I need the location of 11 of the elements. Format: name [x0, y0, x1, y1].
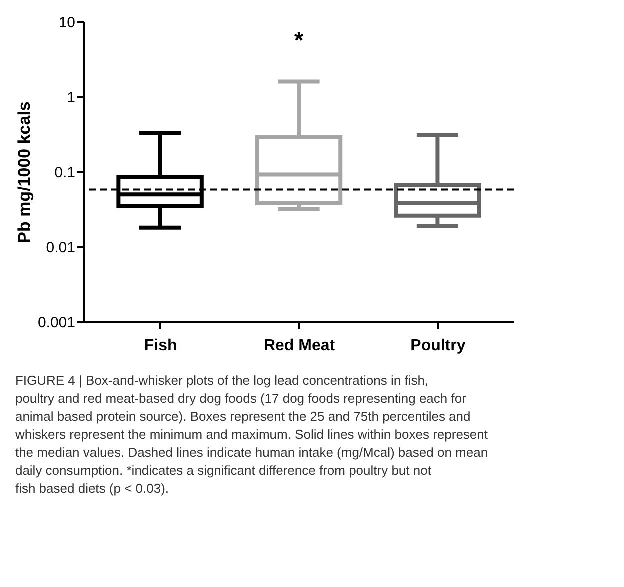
y-tick-label: 10: [58, 14, 76, 32]
caption: FIGURE 4 | Box-and-whisker plots of the log lead concentrations in fish, poultry and red meat-based dry dog foods (17 dog foods representing each for animal based protein source). Boxes represent the 25 and 75th percentiles and whiskers represent the minimum and maximum. Solid lines within boxes represent the median values. Dashed lines indicate human intake (mg/Mcal) based on mean daily consumption. *indicates a significant difference from poultry but not fish based diets (p < 0.03).: [14, 373, 488, 496]
x-tick-label: Fish: [144, 338, 178, 354]
y-tick-label: 0.001: [38, 314, 76, 332]
x-tick-label: Poultry: [410, 338, 466, 354]
y-tick-label: 0.1: [54, 164, 76, 182]
y-tick-label: 1: [67, 90, 76, 106]
annotation: *: [294, 28, 304, 55]
y-axis-title: Pb mg/1000 kcals: [14, 102, 34, 244]
x-tick-label: Red Meat: [264, 338, 336, 354]
y-tick-label: 0.01: [46, 240, 76, 256]
